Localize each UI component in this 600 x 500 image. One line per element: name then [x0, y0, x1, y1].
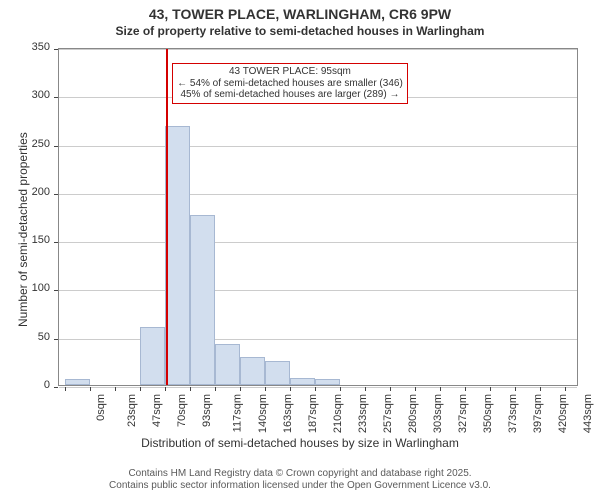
y-tick-label: 0	[20, 379, 50, 391]
histogram-bar	[240, 357, 265, 385]
y-tick-mark	[54, 242, 58, 243]
x-tick-label: 257sqm	[382, 394, 394, 433]
x-tick-mark	[115, 387, 116, 391]
histogram-bar	[290, 378, 315, 385]
x-tick-mark	[215, 387, 216, 391]
y-tick-label: 300	[20, 89, 50, 101]
histogram-bar	[140, 327, 165, 385]
y-tick-mark	[54, 49, 58, 50]
plot-area: 43 TOWER PLACE: 95sqm← 54% of semi-detac…	[58, 48, 578, 386]
grid-line	[59, 290, 577, 291]
x-tick-label: 163sqm	[282, 394, 294, 433]
x-tick-mark	[315, 387, 316, 391]
x-tick-mark	[340, 387, 341, 391]
x-tick-label: 23sqm	[126, 394, 138, 427]
annotation-line-1: 43 TOWER PLACE: 95sqm	[177, 66, 403, 78]
x-tick-label: 233sqm	[357, 394, 369, 433]
y-tick-label: 200	[20, 186, 50, 198]
copyright-text: Contains HM Land Registry data © Crown c…	[0, 468, 600, 492]
grid-line	[59, 339, 577, 340]
histogram-bar	[165, 126, 190, 385]
x-tick-label: 70sqm	[176, 394, 188, 427]
copyright-line-2: Contains public sector information licen…	[109, 480, 491, 491]
x-tick-mark	[190, 387, 191, 391]
grid-line	[59, 49, 577, 50]
x-tick-label: 47sqm	[151, 394, 163, 427]
x-tick-mark	[165, 387, 166, 391]
y-tick-label: 100	[20, 282, 50, 294]
grid-line	[59, 146, 577, 147]
y-axis-label: Number of semi-detached properties	[16, 132, 30, 327]
y-tick-mark	[54, 290, 58, 291]
x-tick-mark	[415, 387, 416, 391]
histogram-bar	[265, 361, 290, 385]
annotation-line-3: 45% of semi-detached houses are larger (…	[177, 89, 403, 101]
copyright-line-1: Contains HM Land Registry data © Crown c…	[128, 468, 471, 479]
x-tick-label: 303sqm	[432, 394, 444, 433]
histogram-bar	[190, 215, 215, 385]
x-tick-label: 397sqm	[532, 394, 544, 433]
x-tick-mark	[390, 387, 391, 391]
x-tick-mark	[290, 387, 291, 391]
x-tick-mark	[515, 387, 516, 391]
histogram-bar	[65, 379, 90, 385]
grid-line	[59, 242, 577, 243]
histogram-bar	[215, 344, 240, 385]
y-tick-mark	[54, 97, 58, 98]
x-tick-label: 373sqm	[507, 394, 519, 433]
x-tick-label: 93sqm	[201, 394, 213, 427]
x-tick-label: 210sqm	[332, 394, 344, 433]
x-tick-mark	[465, 387, 466, 391]
x-tick-label: 327sqm	[457, 394, 469, 433]
y-tick-label: 50	[20, 331, 50, 343]
annotation-box: 43 TOWER PLACE: 95sqm← 54% of semi-detac…	[172, 63, 408, 104]
x-tick-mark	[140, 387, 141, 391]
y-tick-mark	[54, 146, 58, 147]
x-tick-mark	[440, 387, 441, 391]
x-tick-mark	[240, 387, 241, 391]
histogram-bar	[315, 379, 340, 385]
y-tick-label: 350	[20, 41, 50, 53]
x-tick-mark	[365, 387, 366, 391]
y-tick-mark	[54, 339, 58, 340]
x-tick-label: 117sqm	[232, 394, 244, 432]
grid-line	[59, 387, 577, 388]
x-tick-label: 140sqm	[257, 394, 269, 433]
x-axis-label: Distribution of semi-detached houses by …	[0, 436, 600, 450]
x-tick-label: 443sqm	[582, 394, 594, 433]
x-tick-mark	[265, 387, 266, 391]
x-tick-label: 420sqm	[557, 394, 569, 433]
x-tick-mark	[490, 387, 491, 391]
chart-title: 43, TOWER PLACE, WARLINGHAM, CR6 9PW	[0, 6, 600, 22]
y-tick-mark	[54, 387, 58, 388]
y-tick-label: 250	[20, 138, 50, 150]
y-tick-mark	[54, 194, 58, 195]
x-tick-label: 0sqm	[95, 394, 107, 421]
x-tick-label: 280sqm	[407, 394, 419, 433]
x-tick-label: 350sqm	[482, 394, 494, 433]
x-tick-mark	[65, 387, 66, 391]
grid-line	[59, 194, 577, 195]
chart-subtitle: Size of property relative to semi-detach…	[0, 24, 600, 38]
annotation-line-2: ← 54% of semi-detached houses are smalle…	[177, 78, 403, 90]
x-tick-mark	[540, 387, 541, 391]
x-tick-label: 187sqm	[307, 394, 319, 433]
marker-line	[166, 49, 168, 385]
x-tick-mark	[90, 387, 91, 391]
y-tick-label: 150	[20, 234, 50, 246]
x-tick-mark	[565, 387, 566, 391]
